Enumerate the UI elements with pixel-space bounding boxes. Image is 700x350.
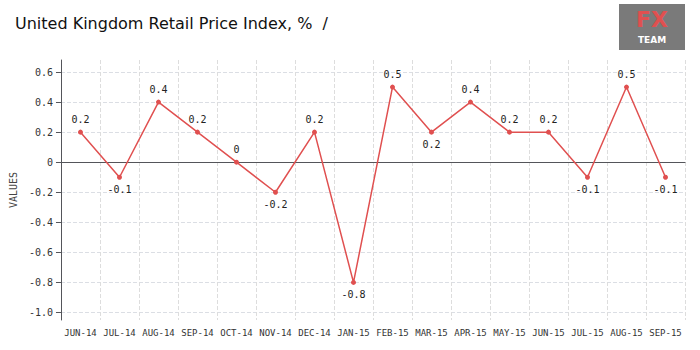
svg-text:-0.6: -0.6 bbox=[29, 247, 53, 258]
svg-text:AUG-14: AUG-14 bbox=[142, 328, 175, 338]
svg-text:0.2: 0.2 bbox=[500, 114, 518, 125]
svg-text:0.4: 0.4 bbox=[461, 84, 479, 95]
svg-text:-0.2: -0.2 bbox=[29, 187, 53, 198]
svg-text:SEP-15: SEP-15 bbox=[649, 328, 682, 338]
svg-text:0.2: 0.2 bbox=[71, 114, 89, 125]
svg-text:DEC-14: DEC-14 bbox=[298, 328, 331, 338]
svg-text:FX: FX bbox=[636, 7, 668, 32]
svg-text:0.5: 0.5 bbox=[617, 69, 635, 80]
svg-text:United Kingdom Retail Price In: United Kingdom Retail Price Index, % / bbox=[15, 14, 329, 33]
svg-text:SEP-14: SEP-14 bbox=[181, 328, 214, 338]
svg-text:0.4: 0.4 bbox=[149, 84, 167, 95]
svg-text:0.4: 0.4 bbox=[35, 97, 53, 108]
svg-text:-0.1: -0.1 bbox=[575, 184, 599, 195]
svg-text:0: 0 bbox=[233, 144, 239, 155]
svg-text:MAY-15: MAY-15 bbox=[493, 328, 526, 338]
svg-text:0.2: 0.2 bbox=[539, 114, 557, 125]
svg-text:0.2: 0.2 bbox=[422, 139, 440, 150]
svg-text:JUL-14: JUL-14 bbox=[103, 328, 136, 338]
svg-text:-1.0: -1.0 bbox=[29, 307, 53, 318]
svg-text:AUG-15: AUG-15 bbox=[610, 328, 643, 338]
svg-text:JUL-15: JUL-15 bbox=[571, 328, 604, 338]
svg-text:0.2: 0.2 bbox=[305, 114, 323, 125]
svg-text:TEAM: TEAM bbox=[638, 35, 666, 45]
svg-text:MAR-15: MAR-15 bbox=[415, 328, 448, 338]
svg-text:FEB-15: FEB-15 bbox=[376, 328, 409, 338]
svg-text:-0.8: -0.8 bbox=[29, 277, 53, 288]
svg-text:0: 0 bbox=[47, 157, 53, 168]
svg-text:0.2: 0.2 bbox=[35, 127, 53, 138]
svg-text:0.6: 0.6 bbox=[35, 67, 53, 78]
svg-text:-0.2: -0.2 bbox=[263, 199, 287, 210]
svg-text:-0.1: -0.1 bbox=[653, 184, 677, 195]
svg-text:0.2: 0.2 bbox=[188, 114, 206, 125]
svg-text:-0.1: -0.1 bbox=[107, 184, 131, 195]
svg-text:APR-15: APR-15 bbox=[454, 328, 487, 338]
svg-text:OCT-14: OCT-14 bbox=[220, 328, 253, 338]
svg-text:0.5: 0.5 bbox=[383, 69, 401, 80]
svg-text:JUN-15: JUN-15 bbox=[532, 328, 565, 338]
svg-text:JUN-14: JUN-14 bbox=[64, 328, 97, 338]
svg-text:JAN-15: JAN-15 bbox=[337, 328, 370, 338]
svg-text:NOV-14: NOV-14 bbox=[259, 328, 292, 338]
svg-text:-0.4: -0.4 bbox=[29, 217, 53, 228]
svg-text:-0.8: -0.8 bbox=[341, 289, 365, 300]
svg-text:VALUES: VALUES bbox=[8, 172, 19, 208]
